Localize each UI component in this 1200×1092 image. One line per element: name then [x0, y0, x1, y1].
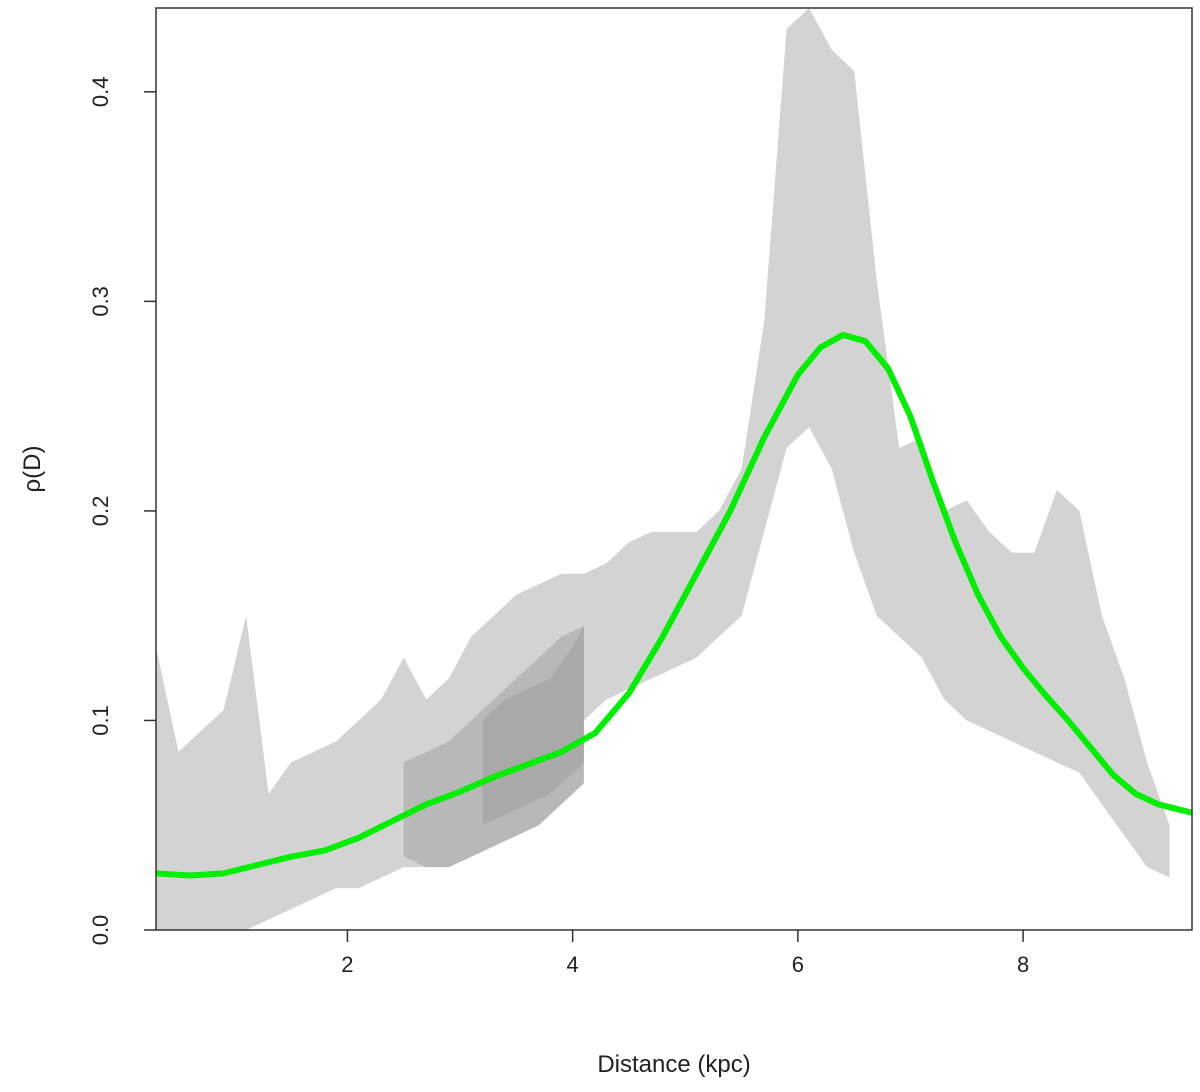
y-tick-label: 0.0 — [88, 915, 113, 946]
x-axis: 2 4 6 8 — [341, 930, 1029, 977]
x-tick-label: 2 — [341, 952, 353, 977]
y-axis: 0.0 0.1 0.2 0.3 0.4 — [88, 77, 156, 946]
uncertainty-band-dark — [482, 626, 584, 826]
y-tick-label: 0.3 — [88, 286, 113, 317]
x-tick-label: 6 — [792, 952, 804, 977]
plot-frame — [155, 7, 1193, 931]
plot-area — [156, 8, 1192, 930]
y-tick-label: 0.2 — [88, 496, 113, 527]
y-axis-title: ρ(D) — [19, 446, 46, 493]
y-tick-label: 0.1 — [88, 705, 113, 736]
y-tick-label: 0.4 — [88, 77, 113, 108]
density-curve — [156, 331, 1192, 879]
x-axis-title: Distance (kpc) — [597, 1051, 750, 1078]
x-tick-label: 4 — [567, 952, 579, 977]
uncertainty-band-light — [156, 8, 1170, 930]
x-tick-label: 8 — [1017, 952, 1029, 977]
